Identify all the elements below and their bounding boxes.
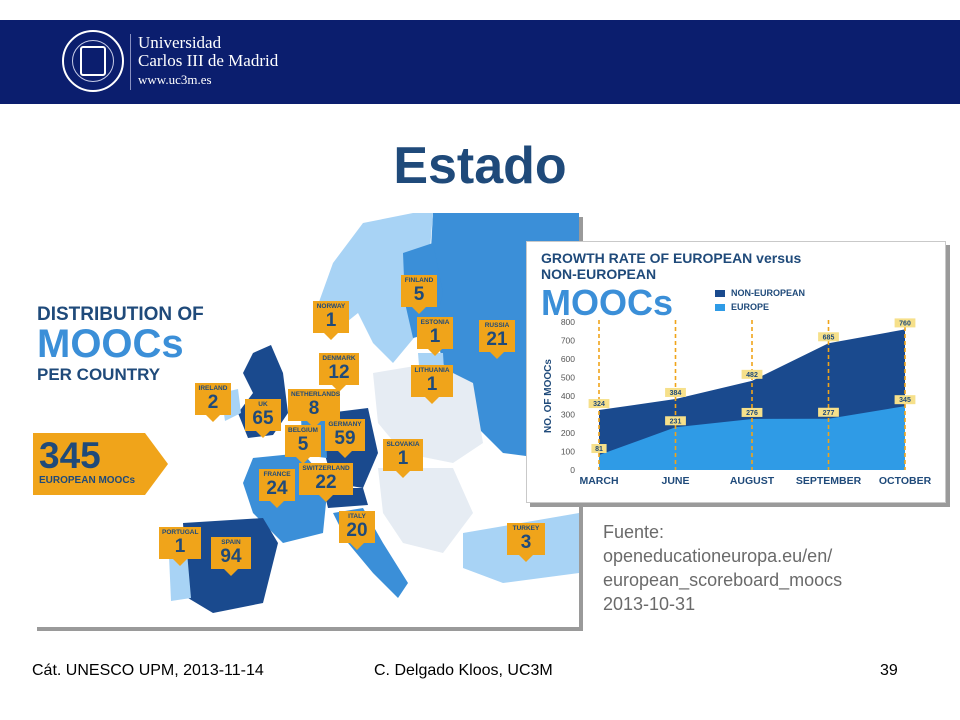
total-arrow-badge (33, 433, 168, 495)
country-badge-denmark: DENMARK 12 (319, 353, 359, 392)
university-wordmark: Universidad Carlos III de Madrid www.uc3… (138, 34, 278, 89)
data-label: 685 (823, 334, 835, 341)
country-badge-finland: FINLAND 5 (401, 275, 437, 314)
x-tick-label: AUGUST (730, 475, 775, 487)
data-label: 324 (593, 401, 605, 408)
country-badge-slovakia: SLOVAKIA 1 (383, 439, 423, 478)
distribution-title-line3: PER COUNTRY (37, 365, 161, 384)
source-line2: openeducationeuropa.eu/en/ (603, 546, 833, 566)
country-badge-turkey: TURKEY 3 (507, 523, 545, 562)
y-tick-label: 0 (570, 465, 575, 475)
data-label-box (588, 399, 610, 409)
data-label-box (591, 444, 607, 454)
data-label: 277 (823, 410, 835, 417)
y-tick-label: 400 (561, 391, 575, 401)
x-tick-label: OCTOBER (879, 475, 932, 487)
country-badge-estonia: ESTONIA 1 (417, 317, 453, 356)
country-badge-uk: UK 65 (245, 399, 281, 438)
data-label: 231 (670, 418, 682, 425)
total-moocs-label: EUROPEAN MOOCs (39, 475, 136, 486)
growth-chart-title-line3: MOOCs (541, 282, 674, 323)
distribution-title-line2: MOOCs (37, 322, 184, 366)
country-badge-switzerland: SWITZERLAND 22 (299, 463, 353, 502)
country-badge-portugal: PORTUGAL 1 (159, 527, 201, 566)
x-tick-label: JUNE (661, 475, 689, 487)
data-label-box (894, 395, 916, 405)
data-label-box (818, 332, 839, 342)
y-tick-label: 500 (561, 373, 575, 383)
distribution-title-line1: DISTRIBUTION OF (37, 304, 204, 325)
header-banner: Universidad Carlos III de Madrid www.uc3… (0, 20, 960, 104)
legend-swatch-non-european (715, 289, 725, 297)
growth-chart-card: GROWTH RATE OF EUROPEAN versus NON-EUROP… (526, 241, 946, 503)
country-badge-lithuania: LITHUANIA 1 (411, 365, 453, 404)
growth-chart-title-line2: NON-EUROPEAN (541, 266, 657, 282)
legend-label-non-european: NON-EUROPEAN (731, 288, 806, 298)
y-tick-label: 800 (561, 317, 575, 327)
country-badge-belgium: BELGIUM 5 (285, 425, 321, 464)
country-badge-france: FRANCE 24 (259, 469, 295, 508)
data-label: 384 (670, 390, 682, 397)
data-label: 482 (746, 372, 758, 379)
footer-event: Cát. UNESCO UPM, 2013-11-14 (32, 662, 264, 679)
country-badge-russia: RUSSIA 21 (479, 320, 515, 359)
country-badge-spain: SPAIN 94 (211, 537, 251, 576)
y-tick-label: 700 (561, 336, 575, 346)
source-line4: 2013-10-31 (603, 594, 696, 614)
data-label: 276 (746, 410, 758, 417)
country-badge-italy: ITALY 20 (339, 511, 375, 550)
legend-item-non-european: NON-EUROPEAN (715, 288, 805, 298)
logo-divider (130, 34, 131, 90)
chart-legend: NON-EUROPEAN EUROPE (715, 288, 805, 316)
y-axis-label: NO. OF MOOCs (543, 359, 554, 433)
x-tick-label: SEPTEMBER (796, 475, 862, 487)
growth-area-chart: NO. OF MOOCs 0 100 200 300 400 500 600 700 800 324… (543, 317, 932, 487)
source-line3: european_scoreboard_moocs (603, 570, 843, 590)
legend-swatch-europe (715, 303, 725, 311)
legend-label-europe: EUROPE (731, 302, 770, 312)
footer-author: C. Delgado Kloos, UC3M (374, 662, 553, 679)
mooc-distribution-map: DISTRIBUTION OF MOOCs PER COUNTRY 345 EU… (33, 213, 579, 627)
data-label: 81 (595, 446, 603, 453)
data-label-box (818, 407, 839, 417)
growth-chart-title: GROWTH RATE OF EUROPEAN versus NON-EUROP… (541, 250, 801, 282)
y-tick-label: 200 (561, 428, 575, 438)
total-moocs-value: 345 (39, 435, 101, 476)
data-label-box (741, 407, 763, 417)
legend-item-europe: EUROPE (715, 302, 805, 312)
data-label-box (665, 387, 686, 397)
university-name-line1: Universidad (138, 33, 222, 52)
source-line1: Fuente: (603, 522, 665, 542)
distribution-title: DISTRIBUTION OF MOOCs PER COUNTRY (37, 305, 204, 383)
university-seal-logo (62, 30, 124, 92)
university-name-line2: Carlos III de Madrid (138, 51, 279, 70)
country-badge-ireland: IRELAND 2 (195, 383, 231, 422)
country-badge-netherlands: NETHERLANDS 8 (288, 389, 340, 428)
data-label-box (741, 369, 763, 379)
country-badge-germany: GERMANY 59 (325, 419, 365, 458)
growth-chart-title-line1: GROWTH RATE OF EUROPEAN versus (541, 250, 802, 266)
country-badge-norway: NORWAY 1 (313, 301, 349, 340)
x-tick-label: MARCH (579, 475, 618, 487)
y-tick-label: 300 (561, 410, 575, 420)
data-label-box (665, 416, 686, 426)
data-label-box (894, 318, 916, 328)
y-tick-label: 600 (561, 354, 575, 364)
source-citation: Fuente: openeducationeuropa.eu/en/ europ… (603, 520, 842, 616)
data-label: 760 (899, 320, 911, 327)
slide-title: Estado (393, 137, 567, 195)
footer-page-number: 39 (880, 662, 898, 679)
y-tick-label: 100 (561, 447, 575, 457)
university-url: www.uc3m.es (138, 72, 212, 87)
data-label: 345 (899, 397, 911, 404)
